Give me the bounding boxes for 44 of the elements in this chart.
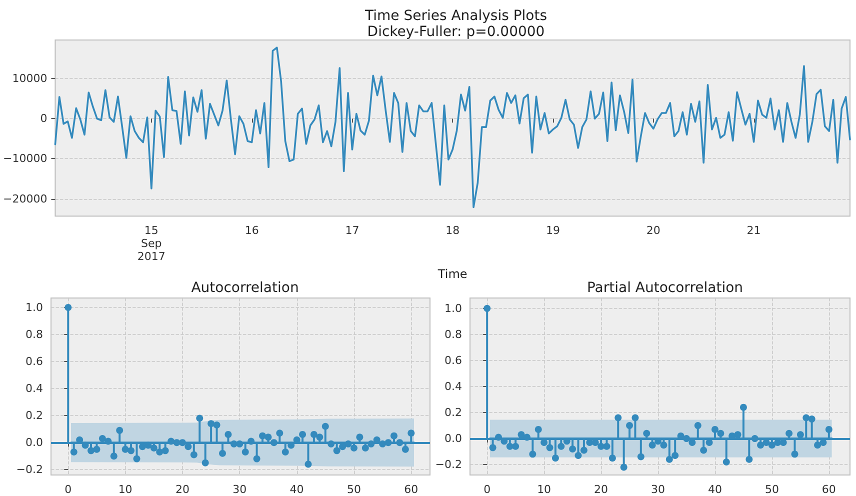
x-tick-label: 40 [708,483,722,496]
chart-subtitle: Dickey-Fuller: p=0.00000 [367,24,545,40]
x-tick-label: 40 [290,483,304,496]
y-tick-label: 0.2 [26,409,43,422]
x-tick-label: 10 [537,483,552,496]
x-tick-label: 50 [764,483,779,496]
x-tick-label: 20 [594,483,608,496]
y-tick-label: 1.0 [444,302,462,315]
x-tick-label: 20 [175,483,190,496]
x-tick-label: 30 [651,483,666,496]
x-axis-title: Time [436,267,468,281]
chart-title: Autocorrelation [191,280,299,296]
y-tick-label: 0.4 [444,380,462,393]
chart-title: Time Series Analysis Plots [364,8,548,24]
y-tick-label: 0.6 [26,355,43,368]
chart-title: Partial Autocorrelation [586,280,744,296]
y-tick-label: −0.2 [16,463,43,476]
x-tick-label: 10 [118,483,132,496]
y-tick-label: 1.0 [26,300,43,314]
y-tick-label: 10000 [12,72,48,86]
y-tick-label: 0.0 [26,436,43,450]
y-tick-label: 0.8 [26,328,43,341]
y-tick-label: 0.0 [444,432,462,446]
x-tick-label: 15 Sep 2017 [137,224,166,264]
y-tick-label: 0.6 [444,354,462,367]
x-tick-label: 17 [345,224,360,238]
x-tick-label: 16 [244,224,259,238]
y-tick-label: 0.8 [444,328,462,341]
x-tick-label: 18 [446,224,460,238]
y-tick-label: −10000 [2,152,48,166]
x-tick-label: 20 [646,224,660,238]
y-tick-label: −20000 [2,192,48,206]
y-tick-label: 0.2 [444,406,462,420]
x-tick-label: 50 [346,483,361,496]
x-tick-label: 0 [484,483,491,496]
x-tick-label: 60 [404,483,418,496]
y-tick-label: −0.2 [435,458,462,472]
y-tick-label: 0 [40,112,48,126]
x-tick-label: 30 [232,483,247,496]
x-tick-label: 21 [746,224,761,238]
y-tick-label: 0.4 [26,382,43,396]
x-tick-label: 19 [546,224,560,238]
x-tick-label: 60 [822,483,836,496]
x-tick-label: 0 [64,483,72,496]
